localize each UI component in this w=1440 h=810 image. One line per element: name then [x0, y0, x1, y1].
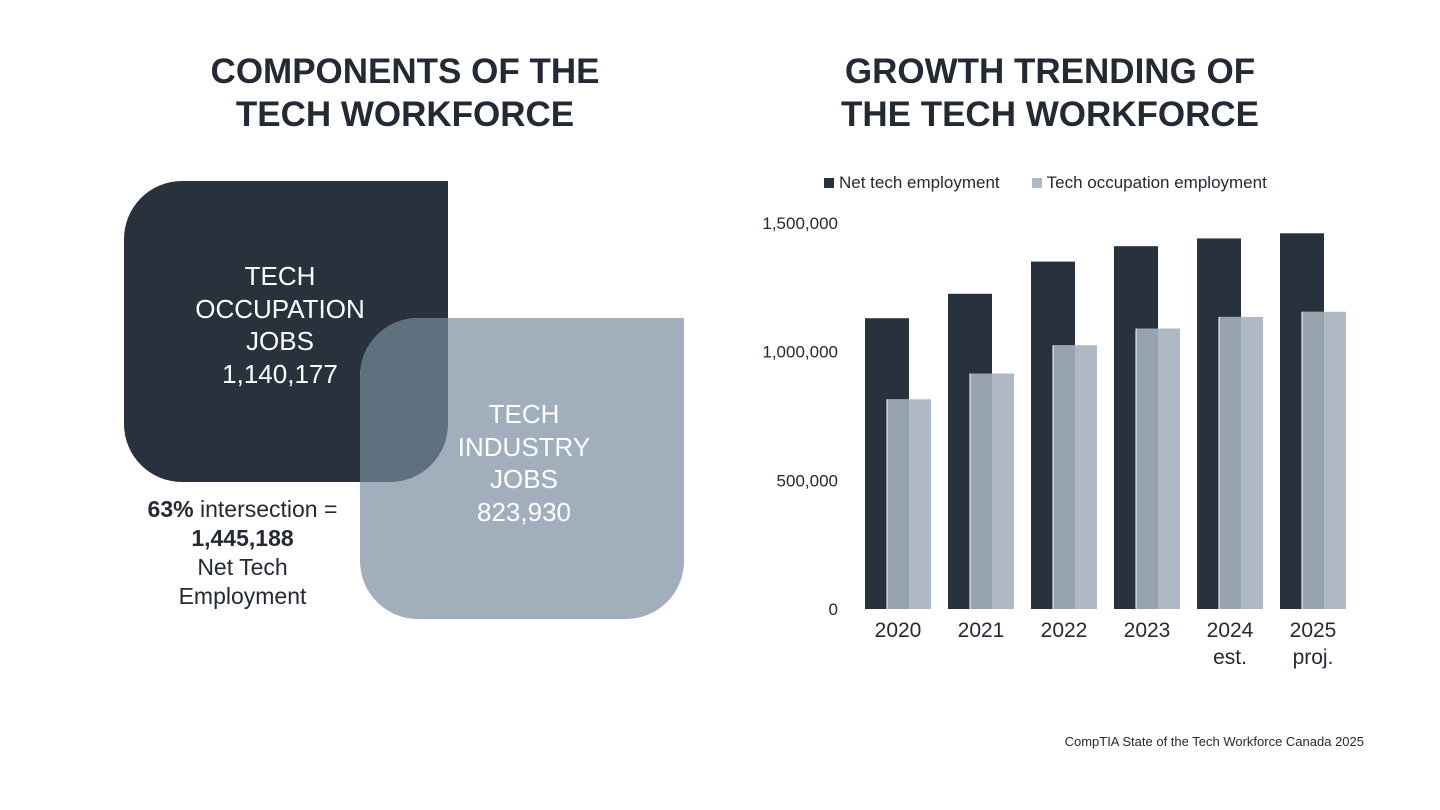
intersection-value: 1,445,188 [191, 525, 294, 551]
bar-overlap [1136, 328, 1158, 609]
left-title-line-2: TECH WORKFORCE [235, 95, 575, 134]
intersection-text: intersection = [193, 496, 338, 522]
industry-value: 823,930 [477, 496, 571, 527]
intersection-label-2: Employment [178, 583, 307, 609]
y-tick-label: 0 [829, 600, 838, 619]
chart-legend: Net tech employment Tech occupation empl… [824, 172, 1299, 194]
industry-line-3: JOBS [490, 464, 558, 494]
occupation-value: 1,140,177 [222, 358, 338, 389]
legend-label-occupation: Tech occupation employment [1046, 173, 1267, 192]
y-tick-label: 1,500,000 [762, 214, 838, 233]
bar-overlap [1302, 311, 1324, 609]
occupation-line-1: TECH [244, 261, 316, 291]
intersection-summary: 63% intersection = 1,445,188 Net Tech Em… [120, 495, 365, 611]
x-tick-label: 2024 [1207, 619, 1254, 642]
intersection-overlap-shape [360, 318, 448, 482]
legend-item-net: Net tech employment [824, 173, 1000, 193]
x-tick-label: 2022 [1041, 619, 1088, 642]
tech-industry-label: TECH INDUSTRY JOBS 823,930 [424, 398, 624, 528]
right-title-line-2: THE TECH WORKFORCE [840, 95, 1260, 134]
growth-bar-chart: 0 500,000 1,000,000 1,500,000 2020 2021 2022 20… [762, 214, 1346, 669]
intersection-line-1: 63% intersection = [120, 495, 365, 524]
occupation-line-2: OCCUPATION [195, 293, 365, 324]
right-title-line-1: GROWTH TRENDING OF [844, 52, 1256, 91]
x-tick-label: 2020 [875, 619, 922, 642]
x-tick-label: 2023 [1124, 619, 1171, 642]
left-chart-title: COMPONENTS OF THE TECH WORKFORCE [150, 50, 660, 136]
industry-line-1: TECH [488, 399, 560, 429]
right-chart-title: GROWTH TRENDING OF THE TECH WORKFORCE [780, 50, 1320, 136]
industry-line-2: INDUSTRY [457, 431, 591, 462]
legend-label-net: Net tech employment [839, 173, 1000, 192]
y-tick-label: 500,000 [777, 471, 838, 490]
source-note: CompTIA State of the Tech Workforce Cana… [1064, 734, 1364, 749]
bar-overlap [1053, 345, 1075, 609]
bar-overlap [887, 399, 909, 609]
x-tick-label: proj. [1293, 646, 1334, 669]
legend-item-occupation: Tech occupation employment [1031, 173, 1267, 193]
x-tick-label: 2021 [958, 619, 1005, 642]
bar-overlap [970, 373, 992, 609]
intersection-percent: 63% [147, 496, 194, 522]
y-tick-label: 1,000,000 [762, 343, 838, 362]
intersection-label-1: Net Tech [197, 554, 288, 580]
x-tick-label: 2025 [1290, 619, 1337, 642]
left-title-line-1: COMPONENTS OF THE [210, 52, 600, 91]
legend-swatch-net [824, 178, 834, 188]
bar-overlap [1219, 316, 1241, 609]
occupation-line-3: JOBS [246, 326, 314, 356]
intersection-line-2: 1,445,188 [120, 524, 365, 553]
tech-occupation-label: TECH OCCUPATION JOBS 1,140,177 [150, 260, 410, 390]
x-tick-label: est. [1213, 646, 1247, 669]
legend-swatch-occupation [1031, 178, 1042, 188]
